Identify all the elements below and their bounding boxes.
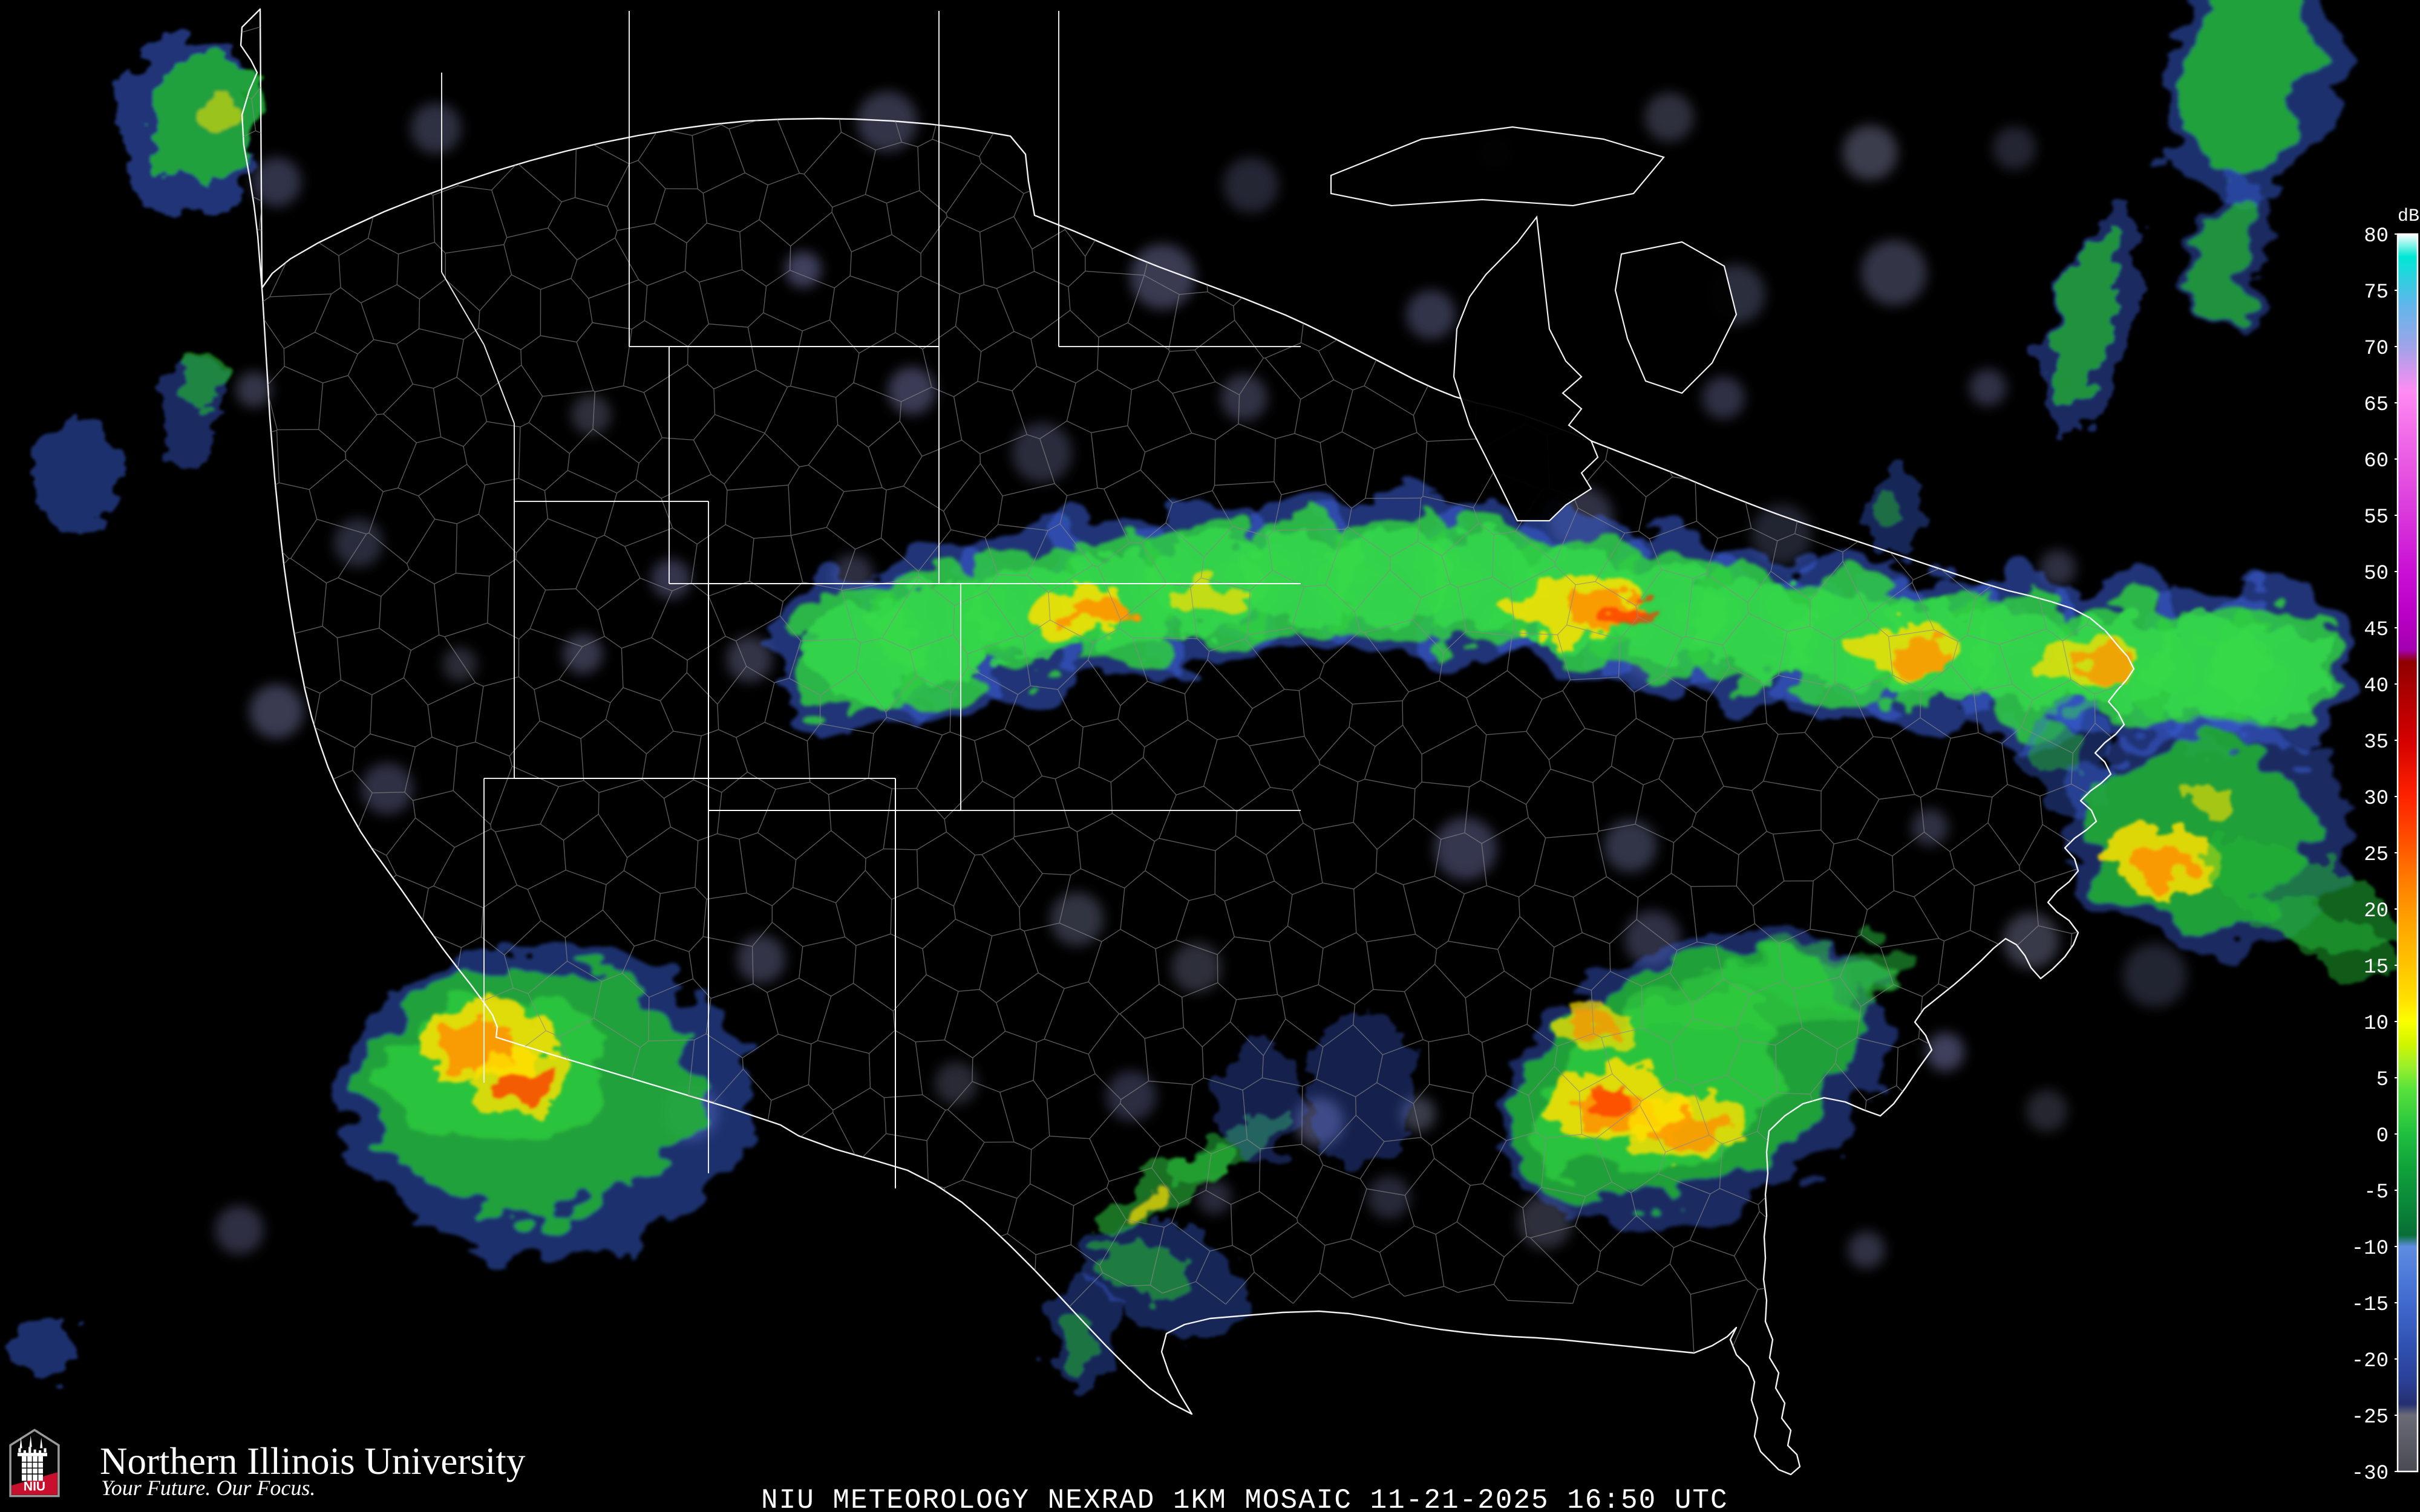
svg-text:55: 55 (2364, 506, 2389, 529)
svg-text:40: 40 (2364, 675, 2389, 698)
svg-text:dBZ: dBZ (2398, 206, 2420, 227)
svg-text:Your Future. Our Focus.: Your Future. Our Focus. (101, 1476, 315, 1500)
svg-text:-15: -15 (2352, 1294, 2389, 1317)
svg-text:20: 20 (2364, 900, 2389, 923)
svg-text:45: 45 (2364, 619, 2389, 642)
svg-text:-30: -30 (2352, 1462, 2389, 1485)
svg-text:25: 25 (2364, 844, 2389, 867)
svg-text:5: 5 (2376, 1069, 2389, 1092)
svg-text:-10: -10 (2352, 1237, 2389, 1260)
svg-text:-5: -5 (2364, 1181, 2389, 1204)
svg-text:NIU METEOROLOGY NEXRAD 1KM MOS: NIU METEOROLOGY NEXRAD 1KM MOSAIC 11-21-… (761, 1485, 1728, 1512)
svg-text:75: 75 (2364, 281, 2389, 304)
svg-text:60: 60 (2364, 450, 2389, 473)
svg-text:15: 15 (2364, 956, 2389, 979)
svg-text:50: 50 (2364, 562, 2389, 585)
svg-text:30: 30 (2364, 787, 2389, 810)
svg-text:35: 35 (2364, 731, 2389, 754)
svg-text:0: 0 (2376, 1125, 2389, 1148)
svg-text:65: 65 (2364, 394, 2389, 417)
svg-text:-20: -20 (2352, 1350, 2389, 1373)
svg-text:70: 70 (2364, 337, 2389, 360)
svg-text:80: 80 (2364, 225, 2389, 248)
svg-text:NIU: NIU (24, 1480, 45, 1494)
svg-text:-25: -25 (2352, 1406, 2389, 1429)
svg-text:10: 10 (2364, 1012, 2389, 1035)
